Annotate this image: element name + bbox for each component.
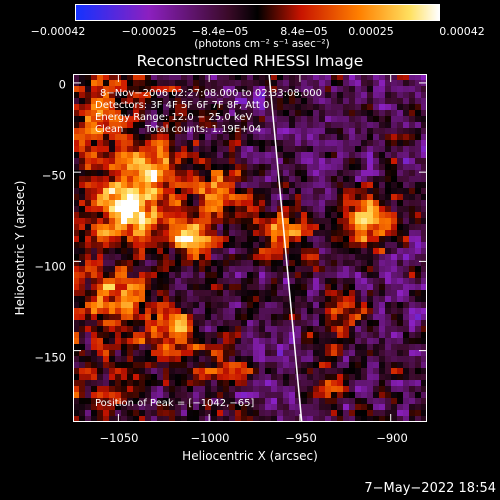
- annotation-counts: Total counts: 1.19E+04: [145, 124, 262, 135]
- colorbar-unit-label: (photons cm⁻² s⁻¹ asec⁻²): [194, 38, 330, 50]
- solar-limb-line: [268, 74, 303, 422]
- heatmap-image: [73, 74, 427, 422]
- y-tick-label: 0: [58, 77, 66, 92]
- annotation-method: Clean: [95, 124, 124, 135]
- x-tick-label: −1000: [190, 431, 230, 445]
- plot-date-stamp: 7−May−2022 18:54: [364, 481, 496, 496]
- colorbar-tick: 0.00025: [348, 25, 394, 38]
- annotation-time-range: 8−Nov−2006 02:27:08.000 to 02:33:08.000: [100, 88, 323, 99]
- x-axis-label: Heliocentric X (arcsec): [182, 449, 318, 463]
- annotation-peak: Position of Peak = [−1042,−65]: [95, 398, 255, 409]
- colorbar-tick: −8.4e−05: [191, 25, 249, 38]
- y-tick-label: −50: [41, 168, 66, 183]
- x-tick-label: −900: [376, 431, 408, 445]
- colorbar-tick: −0.00025: [121, 25, 177, 38]
- x-tick-label: −1050: [99, 431, 139, 445]
- colorbar-tick: −0.00042: [30, 25, 86, 38]
- x-tick-label: −950: [285, 431, 317, 445]
- plot-area: [73, 74, 427, 422]
- y-tick-label: −150: [34, 350, 66, 365]
- y-tick-label: −100: [34, 259, 66, 274]
- annotation-detectors: Detectors: 3F 4F 5F 6F 7F 8F, Att 0: [95, 100, 270, 111]
- colorbar-tick: 8.4e−05: [280, 25, 328, 38]
- y-axis-label: Heliocentric Y (arcsec): [13, 180, 27, 316]
- heatmap-cells: [73, 74, 427, 422]
- annotation-energy: Energy Range: 12.0 − 25.0 keV: [95, 112, 253, 123]
- colorbar-tick: 0.00042: [439, 25, 485, 38]
- colorbar: [75, 4, 440, 21]
- chart-title: Reconstructed RHESSI Image: [136, 52, 364, 70]
